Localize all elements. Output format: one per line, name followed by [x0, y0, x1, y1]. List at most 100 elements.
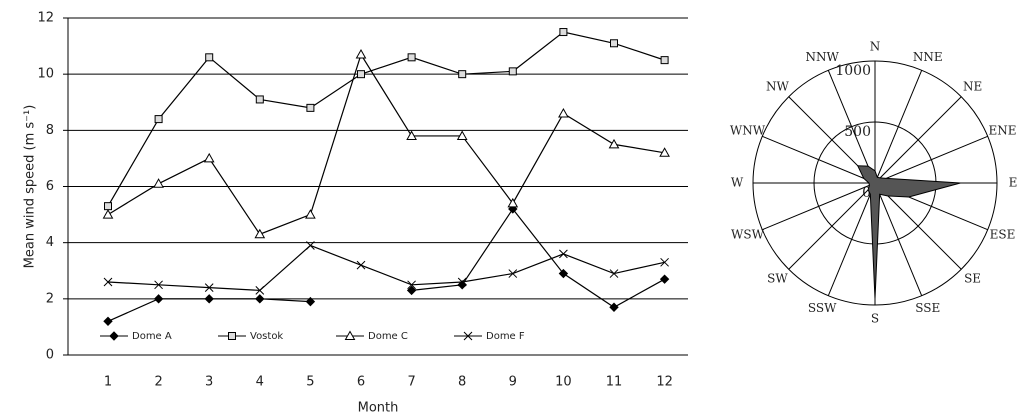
y-tick-label: 12: [37, 11, 54, 26]
marker: [255, 286, 265, 295]
marker: [357, 70, 365, 79]
y-tick-label: 2: [46, 291, 54, 306]
legend-item: Dome C: [336, 330, 408, 342]
marker: [305, 209, 316, 219]
marker: [558, 107, 569, 118]
y-tick-label: 6: [46, 179, 54, 194]
direction-label: SSE: [915, 301, 940, 315]
x-tick-label: 9: [509, 375, 517, 390]
spoke: [762, 135, 876, 184]
series-line: [411, 207, 665, 308]
series: [102, 48, 670, 239]
direction-label: WNW: [730, 123, 766, 137]
y-tick-label: 4: [46, 235, 54, 250]
marker: [205, 53, 214, 62]
marker: [559, 249, 568, 259]
direction-label: ENE: [988, 123, 1016, 137]
marker: [457, 277, 467, 287]
marker: [104, 202, 112, 211]
series: [104, 28, 669, 211]
marker: [407, 280, 416, 290]
marker: [228, 332, 236, 340]
legend-label: Dome C: [368, 331, 408, 342]
marker: [406, 130, 417, 140]
direction-label: NNE: [913, 50, 943, 64]
marker: [609, 269, 619, 278]
marker: [463, 331, 473, 341]
spoke: [874, 70, 923, 184]
x-tick-label: 1: [104, 375, 112, 390]
y-tick-label: 0: [46, 348, 54, 363]
marker: [458, 70, 467, 79]
spoke: [874, 182, 962, 270]
marker: [660, 257, 669, 267]
marker: [203, 152, 215, 163]
marker: [255, 294, 265, 304]
legend-item: Dome F: [454, 331, 525, 342]
spoke: [788, 182, 876, 270]
marker: [356, 260, 366, 270]
marker: [659, 274, 670, 284]
r-tick-label: 500: [844, 124, 871, 140]
direction-label: S: [871, 312, 879, 326]
legend-label: Dome F: [486, 331, 525, 342]
series-line: [107, 31, 665, 207]
x-tick-label: 3: [205, 375, 213, 390]
marker: [406, 285, 417, 296]
rose: 0 500 1000 N NNE NE ENE E ESE SE SSE S SSW SW WSW W WNW N…: [730, 40, 1017, 326]
marker: [507, 197, 519, 208]
x-tick-label: 7: [407, 375, 415, 390]
marker: [457, 280, 467, 290]
x-tick-label: 6: [357, 375, 365, 390]
marker: [659, 147, 670, 157]
direction-label: SE: [964, 272, 981, 286]
marker: [609, 302, 619, 312]
marker: [407, 53, 416, 62]
marker: [103, 316, 113, 327]
direction-label: ESE: [990, 228, 1016, 242]
marker: [306, 241, 315, 250]
marker: [456, 130, 468, 140]
direction-label: NW: [766, 79, 790, 93]
direction-label: N: [870, 40, 881, 54]
direction-label: W: [731, 176, 744, 190]
marker: [204, 294, 214, 304]
marker: [508, 269, 518, 278]
x-axis-label: Month: [358, 401, 399, 416]
marker: [508, 67, 517, 76]
series: [103, 241, 669, 295]
legend-label: Vostok: [250, 331, 283, 342]
direction-label: E: [1009, 176, 1017, 190]
marker: [109, 331, 119, 341]
x-tick-label: 2: [154, 375, 162, 390]
r-tick-label: 1000: [835, 63, 871, 79]
marker: [355, 48, 367, 59]
x-tick-label: 12: [656, 375, 673, 390]
x-tick-label: 11: [606, 375, 623, 390]
direction-label: SW: [767, 272, 788, 286]
direction-label: WSW: [731, 228, 765, 242]
spoke: [762, 182, 876, 231]
marker: [103, 277, 113, 287]
direction-label: SSW: [808, 301, 837, 315]
marker: [254, 228, 266, 239]
spoke: [874, 135, 988, 184]
y-tick-label: 8: [46, 123, 54, 138]
marker: [154, 115, 163, 124]
marker: [558, 268, 569, 279]
marker: [344, 330, 356, 340]
marker: [153, 294, 164, 304]
x-tick-label: 5: [306, 375, 314, 390]
rose-area: [856, 165, 961, 299]
x-tick-label: 10: [555, 375, 572, 390]
marker: [102, 209, 114, 219]
x-tick-label: 4: [256, 375, 264, 390]
series-line: [107, 53, 665, 235]
x-tick-label: 8: [458, 375, 466, 390]
marker: [204, 283, 214, 292]
marker: [154, 280, 163, 290]
r-tick-label: 0: [862, 185, 871, 201]
direction-label: NNW: [806, 50, 840, 64]
y-axis-label: Mean wind speed (m s⁻¹): [23, 105, 38, 269]
spoke: [874, 182, 923, 296]
